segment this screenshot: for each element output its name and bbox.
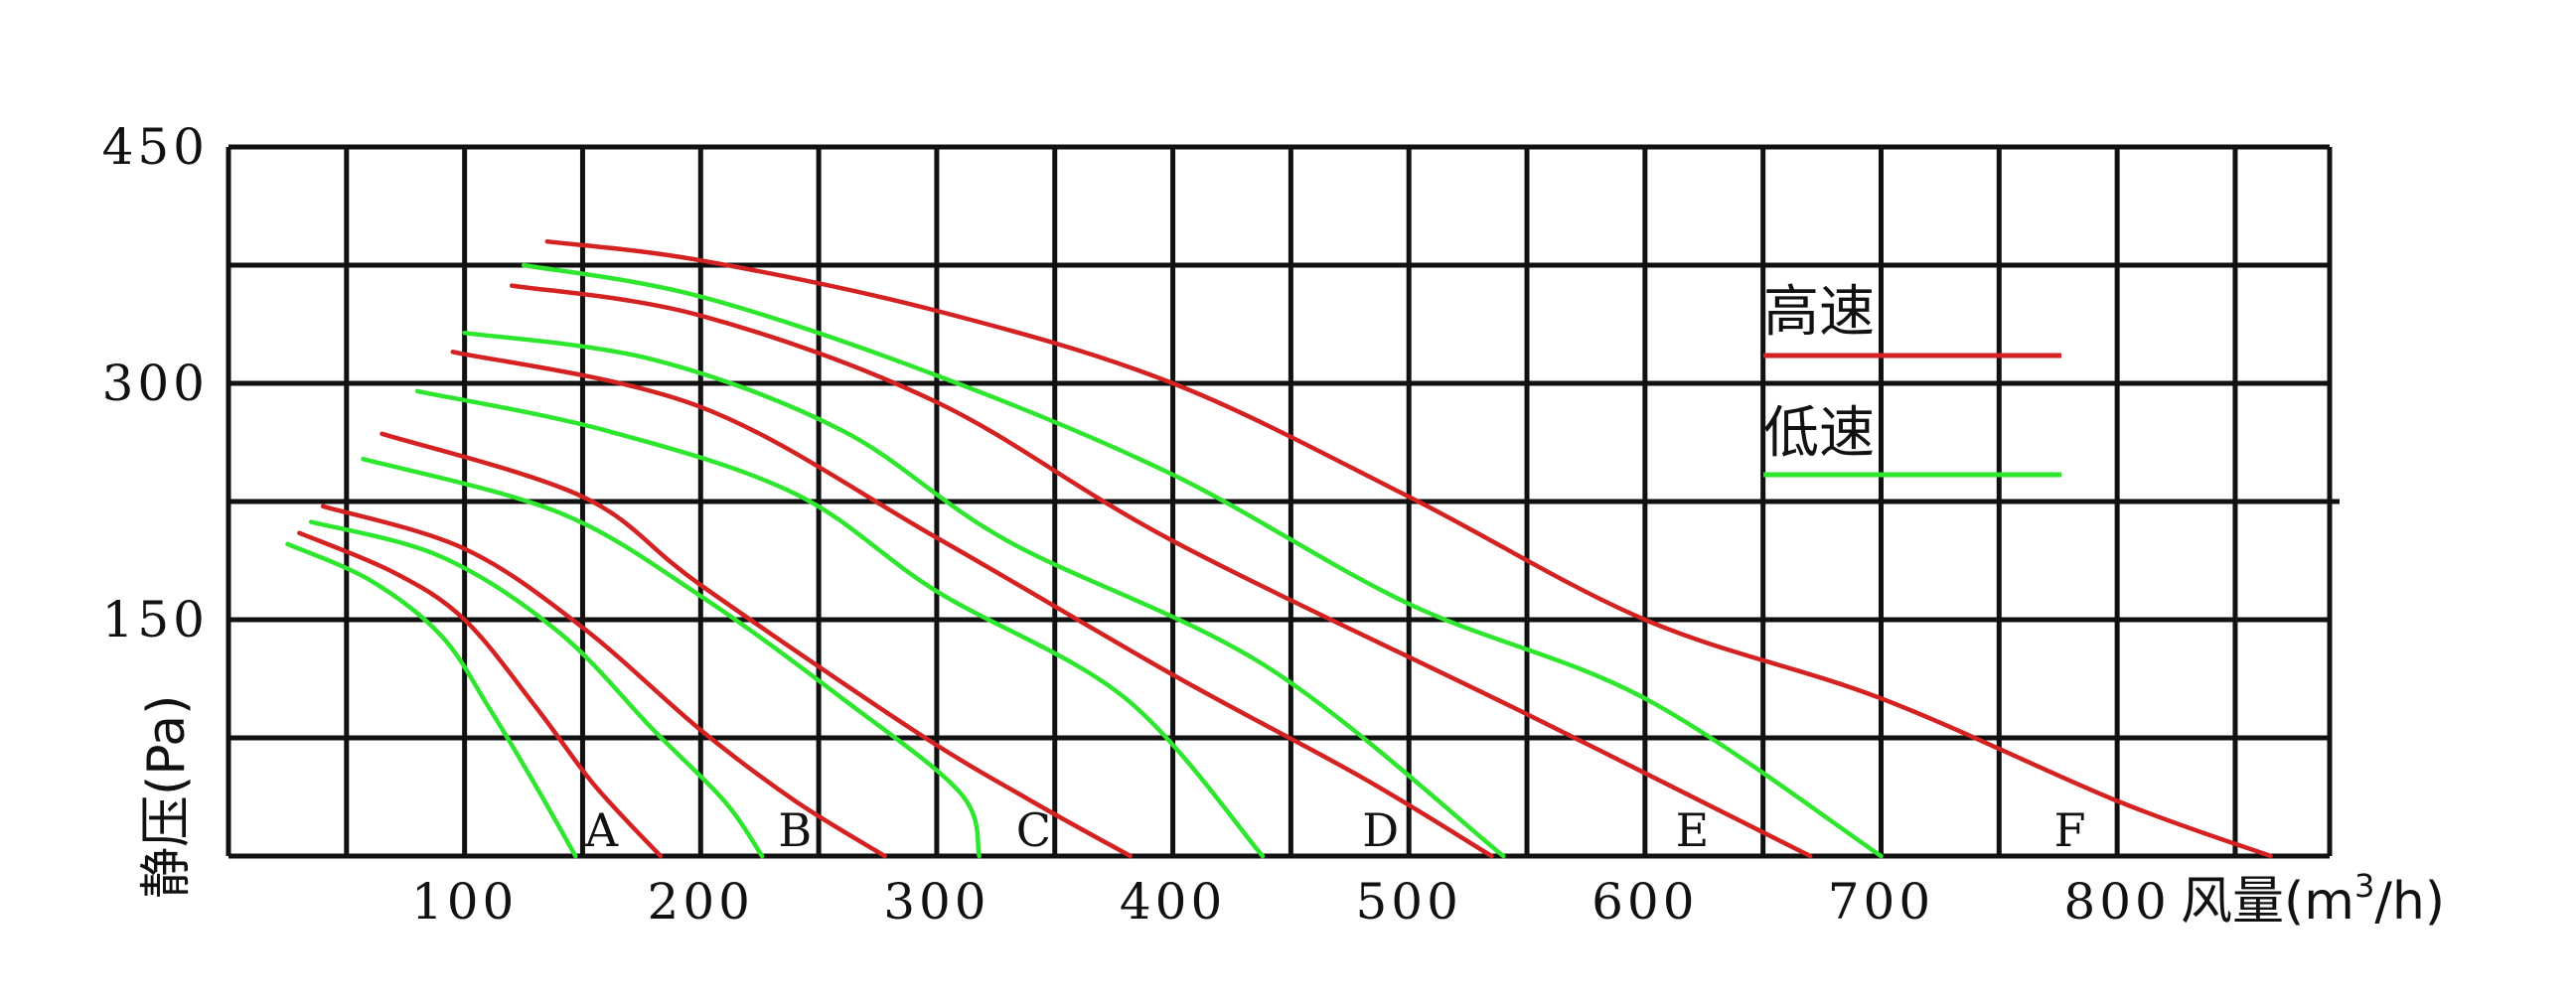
curve-label-a: A (584, 803, 619, 857)
curve-b-low-speed (308, 519, 765, 859)
y-axis-title: 静压(Pa) (137, 695, 197, 899)
x-axis-title-main: 风量(m (2181, 872, 2354, 932)
x-tick-label: 100 (411, 873, 518, 931)
curve-f-low-speed (521, 262, 1884, 859)
x-tick-label: 500 (1355, 873, 1461, 931)
x-tick-label: 800 (2063, 873, 2170, 931)
x-tick-label: 200 (648, 873, 754, 931)
curve-label-d: D (1362, 803, 1399, 857)
x-axis-title-superscript: 3 (2354, 867, 2374, 905)
y-tick-label: 450 (102, 118, 209, 176)
curves (285, 238, 2273, 859)
curve-label-e: E (1676, 803, 1710, 857)
curve-a-low-speed (285, 541, 578, 859)
curve-label-b: B (778, 803, 812, 857)
legend-label-high: 高速 (1763, 280, 1875, 345)
curve-f-high-speed (544, 238, 2273, 859)
curve-c-high-speed (379, 431, 1134, 859)
curve-c-low-speed (361, 456, 982, 859)
curve-a-high-speed (297, 530, 664, 859)
x-tick-label: 300 (883, 873, 989, 931)
curve-d-high-speed (450, 350, 1494, 859)
curve-b-high-speed (320, 503, 887, 859)
legend: 高速 低速 (1763, 280, 2061, 478)
x-axis-title: 风量(m3/h) (2181, 867, 2445, 932)
curve-e-low-speed (462, 330, 1506, 859)
x-tick-label: 400 (1120, 873, 1226, 931)
x-axis-title-tail: /h) (2374, 872, 2445, 932)
curve-label-c: C (1016, 803, 1051, 857)
y-tick-label: 150 (102, 591, 209, 648)
x-tick-label: 700 (1828, 873, 1934, 931)
y-tick-labels: 150 300 450 (102, 118, 209, 648)
curve-label-f: F (2054, 803, 2086, 857)
legend-label-low: 低速 (1763, 401, 1875, 466)
curve-e-high-speed (509, 283, 1813, 859)
curve-d-low-speed (414, 388, 1266, 859)
y-tick-label: 300 (102, 355, 209, 412)
x-tick-labels: 100 200 300 400 500 600 700 800 (411, 873, 2170, 931)
x-tick-label: 600 (1591, 873, 1698, 931)
grid (226, 144, 2340, 859)
curve-labels: A B C D E F (584, 803, 2086, 857)
